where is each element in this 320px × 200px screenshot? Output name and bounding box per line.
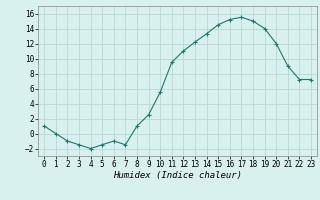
- X-axis label: Humidex (Indice chaleur): Humidex (Indice chaleur): [113, 171, 242, 180]
